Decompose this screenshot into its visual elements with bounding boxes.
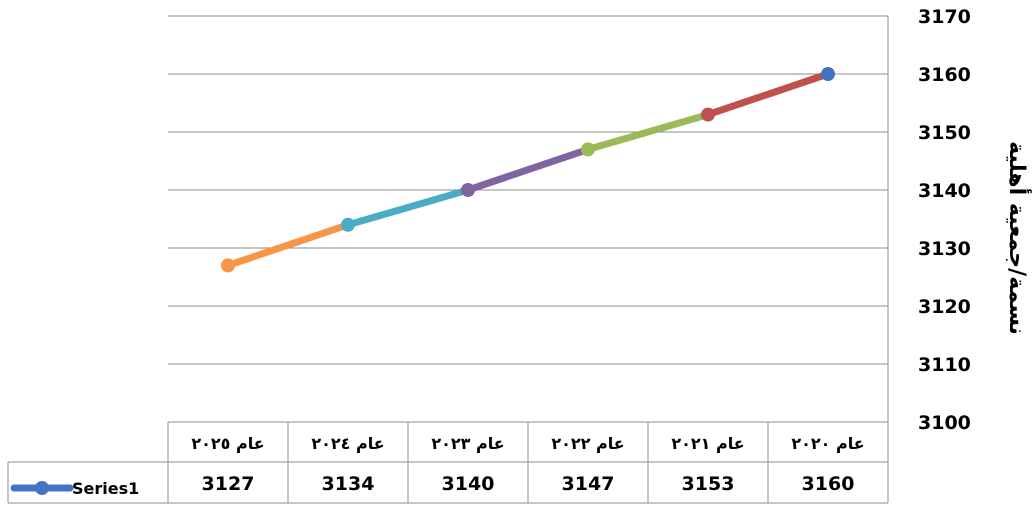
category-label: عام ٢٠٢٤ [311, 434, 384, 453]
data-table-value: 3153 [682, 473, 735, 495]
data-table-value: 3160 [802, 473, 855, 495]
line-segment [584, 111, 712, 153]
data-table-value: 3147 [562, 473, 615, 495]
data-table-value: 3140 [442, 473, 495, 495]
y-tick-label: 3110 [918, 354, 971, 376]
line-segment [464, 145, 592, 194]
data-point [581, 142, 595, 157]
data-point [821, 67, 835, 81]
data-point [341, 217, 355, 232]
y-tick-label: 3160 [918, 64, 971, 86]
y-tick-label: 3140 [918, 180, 971, 202]
legend-label: Series1 [72, 479, 139, 498]
y-tick-label: 3130 [918, 238, 971, 260]
data-point [221, 258, 235, 273]
data-point [701, 107, 715, 122]
legend-marker [35, 481, 49, 495]
y-tick-label: 3100 [918, 412, 971, 434]
y-tick-label: 3170 [918, 6, 971, 28]
category-label: عام ٢٠٢٠ [791, 434, 864, 453]
category-label: عام ٢٠٢٥ [191, 434, 264, 453]
category-label: عام ٢٠٢٣ [431, 434, 504, 453]
data-point [461, 183, 475, 197]
series-line [221, 67, 835, 273]
data-table-value: 3127 [202, 473, 255, 495]
legend: Series1 [10, 479, 139, 498]
line-segment [704, 70, 832, 119]
category-label: عام ٢٠٢٢ [551, 434, 624, 453]
line-segment [344, 186, 472, 229]
y-tick-label: 3120 [918, 296, 971, 318]
y-tick-label: 3150 [918, 122, 971, 144]
grid-lines [168, 15, 889, 422]
category-label: عام ٢٠٢١ [671, 434, 744, 453]
data-table-value: 3134 [322, 473, 375, 495]
data-table: عام ٢٠٢٠ 3160 عام ٢٠٢١ 3153 عام ٢٠٢٢ 3147 عام … [7, 421, 889, 504]
line-segment [224, 221, 352, 269]
y-axis-label: نسمة/جمعية أهلية [1004, 141, 1032, 335]
y-axis-ticks: 3100 3110 3120 3130 3140 3150 3160 3170 [918, 6, 971, 434]
